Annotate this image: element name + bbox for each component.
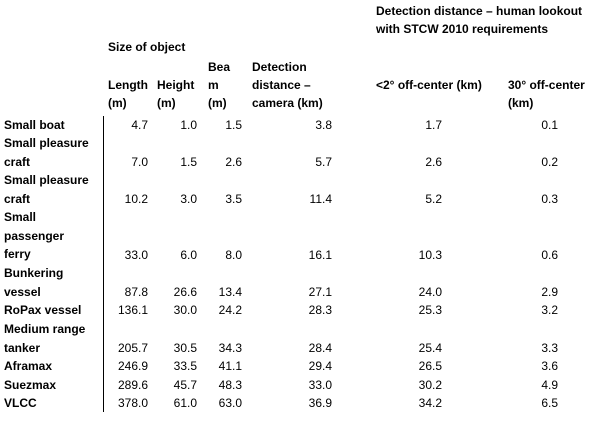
row-name: Suezmax	[4, 378, 57, 392]
cell-lt2: 30.2	[418, 377, 442, 392]
cell-camera: 28.3	[308, 302, 332, 317]
cell-lt2: 2.6	[425, 154, 442, 169]
cell-length: 33.0	[124, 247, 148, 262]
cell-height: 30.5	[173, 340, 197, 355]
cell-length: 378.0	[117, 395, 148, 410]
cell-off30: 0.3	[541, 191, 558, 206]
cell-length: 4.7	[131, 117, 148, 132]
table-row: Medium range tanker 205.7 30.5 34.3 28.4…	[0, 320, 598, 357]
cell-height: 1.5	[180, 154, 197, 169]
cell-camera: 16.1	[308, 247, 332, 262]
table-row: RoPax vessel 136.1 30.0 24.2 28.3 25.3 3…	[0, 301, 598, 319]
table-row: Aframax 246.9 33.5 41.1 29.4 26.5 3.6	[0, 357, 598, 375]
cell-lt2: 10.3	[418, 247, 442, 262]
cell-lt2: 25.4	[418, 340, 442, 355]
row-name: Bunkering vessel	[4, 266, 64, 299]
cell-length: 136.1	[117, 302, 148, 317]
cell-lt2: 25.3	[418, 302, 442, 317]
cell-height: 33.5	[173, 358, 197, 373]
row-name: VLCC	[4, 396, 37, 410]
cell-lt2: 24.0	[418, 284, 442, 299]
cell-beam: 8.0	[225, 247, 242, 262]
cell-off30: 6.5	[541, 395, 558, 410]
cell-camera: 27.1	[308, 284, 332, 299]
cell-camera: 3.8	[315, 117, 332, 132]
row-name: RoPax vessel	[4, 303, 82, 317]
header-lt2-off-center: <2° off-center (km)	[376, 78, 482, 92]
cell-lt2: 1.7	[425, 117, 442, 132]
cell-length: 87.8	[124, 284, 148, 299]
row-name: Small passenger ferry	[4, 210, 65, 261]
row-header-divider	[103, 116, 104, 412]
cell-length: 289.6	[117, 377, 148, 392]
cell-camera: 28.4	[308, 340, 332, 355]
cell-height: 3.0	[180, 191, 197, 206]
table-row: Suezmax 289.6 45.7 48.3 33.0 30.2 4.9	[0, 376, 598, 394]
cell-off30: 3.6	[541, 358, 558, 373]
header-human-lookout: Detection distance – human lookout with …	[376, 4, 583, 36]
cell-off30: 0.6	[541, 247, 558, 262]
cell-lt2: 34.2	[418, 395, 442, 410]
cell-off30: 4.9	[541, 377, 558, 392]
header-camera: Detection distance – camera (km)	[252, 60, 323, 110]
table-row: Small boat 4.7 1.0 1.5 3.8 1.7 0.1	[0, 116, 598, 134]
cell-camera: 5.7	[315, 154, 332, 169]
cell-camera: 11.4	[309, 191, 332, 206]
cell-height: 61.0	[173, 395, 197, 410]
cell-height: 26.6	[173, 284, 197, 299]
table-row: VLCC 378.0 61.0 63.0 36.9 34.2 6.5	[0, 394, 598, 412]
row-name: Small pleasure craft	[4, 173, 89, 206]
cell-beam: 2.6	[225, 154, 242, 169]
cell-length: 246.9	[117, 358, 148, 373]
cell-off30: 2.9	[541, 284, 558, 299]
cell-beam: 63.0	[218, 395, 242, 410]
cell-camera: 29.4	[308, 358, 332, 373]
cell-camera: 33.0	[308, 377, 332, 392]
table-row: Bunkering vessel 87.8 26.6 13.4 27.1 24.…	[0, 264, 598, 301]
header-beam: Beam (m)	[208, 60, 231, 110]
cell-beam: 41.1	[218, 358, 242, 373]
cell-beam: 24.2	[218, 302, 242, 317]
cell-off30: 0.1	[541, 117, 558, 132]
table-row: Small passenger ferry 33.0 6.0 8.0 16.1 …	[0, 208, 598, 264]
table-row: Small pleasure craft 7.0 1.5 2.6 5.7 2.6…	[0, 134, 598, 171]
cell-camera: 36.9	[308, 395, 332, 410]
cell-beam: 48.3	[218, 377, 242, 392]
cell-beam: 3.5	[225, 191, 242, 206]
row-name: Small boat	[4, 118, 65, 132]
cell-height: 6.0	[180, 247, 197, 262]
cell-off30: 0.2	[541, 154, 558, 169]
cell-height: 30.0	[173, 302, 197, 317]
cell-lt2: 26.5	[418, 358, 442, 373]
cell-length: 205.7	[117, 340, 148, 355]
cell-lt2: 5.2	[425, 191, 442, 206]
row-name: Small pleasure craft	[4, 136, 89, 169]
cell-length: 10.2	[124, 191, 148, 206]
row-name: Aframax	[4, 359, 53, 373]
cell-height: 1.0	[180, 117, 197, 132]
row-name: Medium range tanker	[4, 322, 86, 355]
cell-off30: 3.2	[541, 302, 558, 317]
cell-beam: 1.5	[225, 117, 242, 132]
header-height: Height (m)	[157, 78, 195, 110]
header-30-off-center: 30° off-center (km)	[508, 78, 585, 110]
cell-beam: 13.4	[218, 284, 242, 299]
cell-height: 45.7	[173, 377, 197, 392]
cell-beam: 34.3	[218, 340, 242, 355]
header-size-of-object: Size of object	[108, 40, 186, 54]
header-length: Length (m)	[108, 78, 148, 110]
table-row: Small pleasure craft 10.2 3.0 3.5 11.4 5…	[0, 171, 598, 208]
cell-off30: 3.3	[541, 340, 558, 355]
cell-length: 7.0	[131, 154, 148, 169]
